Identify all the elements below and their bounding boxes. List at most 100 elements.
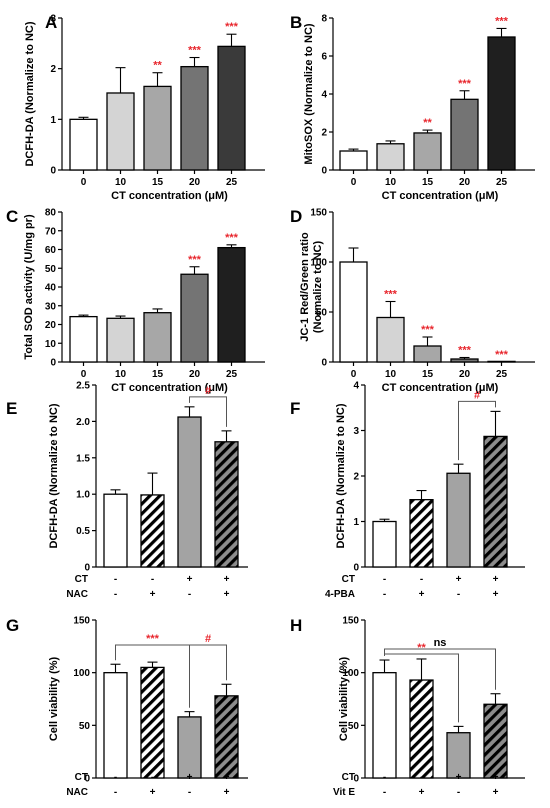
panel-e-treatment-sign: + (224, 574, 230, 585)
panel-c-bar (180, 273, 209, 363)
panel-e-treatment-name: NAC (66, 589, 88, 600)
panel-e-treatment-sign: + (187, 574, 193, 585)
panel-d-bar (450, 358, 479, 363)
panel-c-significance-mark: *** (225, 232, 239, 244)
panel-c-significance-mark: *** (188, 254, 202, 266)
panel-c-ylabel: Total SOD activity (U/mg pr) (23, 214, 35, 360)
panel-b-bar (376, 143, 405, 171)
panel-h-treatment-sign: + (419, 787, 425, 798)
panel-d-xtick-label: 10 (385, 369, 397, 380)
panel-h-ytick-label: 100 (342, 668, 359, 679)
panel-h-treatment-sign: + (493, 772, 499, 783)
panel-g-ytick-label: 150 (73, 616, 90, 627)
panel-h-treatment-sign: - (457, 787, 460, 798)
panel-c-ytick-label: 70 (45, 226, 57, 237)
panel-e-treatment-sign: + (150, 589, 156, 600)
panel-h-treatment-sign: - (420, 772, 423, 783)
panel-a-ytick-label: 2 (50, 64, 56, 75)
panel-g-bracket-label: # (205, 633, 211, 645)
panel-b-ytick-label: 4 (321, 90, 327, 101)
panel-f-treatment-sign: + (493, 574, 499, 585)
panel-e-ytick-label: 1.0 (76, 490, 90, 501)
panel-d-ytick-label: 0 (321, 358, 327, 369)
panel-h-ytick-label: 150 (342, 616, 359, 627)
panel-f-bar (372, 520, 397, 568)
panel-c-ytick-label: 0 (50, 358, 56, 369)
panel-a-xtick-label: 10 (115, 177, 127, 188)
panel-c-xtick-label: 10 (115, 369, 127, 380)
panel-c-bar (106, 317, 135, 363)
panel-e-treatment-sign: - (114, 589, 117, 600)
panel-d-bar (487, 360, 516, 363)
panel-b-ylabel: MitoSOX (Normalize to NC) (303, 23, 315, 165)
panel-f-ylabel: DCFH-DA (Normalize to NC) (335, 403, 347, 548)
panel-h-bracket-label: ns (434, 637, 447, 649)
panel-d-significance-mark: *** (495, 349, 509, 361)
panel-d-xtick-label: 15 (422, 369, 434, 380)
panel-g-treatment-name: CT (75, 772, 88, 783)
panel-d-ylabel: JC-1 Red/Green ratio (299, 232, 311, 342)
panel-c-ytick-label: 20 (45, 320, 57, 331)
panel-g-comparison-bracket (189, 644, 227, 708)
panel-e-ylabel: DCFH-DA (Normalize to NC) (48, 403, 60, 548)
panel-g-treatment-sign: - (188, 787, 191, 798)
panel-b-xtick-label: 10 (385, 177, 397, 188)
panel-c-xtick-label: 0 (81, 369, 87, 380)
panel-e-comparison-bracket (189, 396, 227, 427)
panel-f-ytick-label: 4 (353, 381, 359, 392)
panel-f-comparison-bracket (458, 400, 496, 461)
panel-c-xlabel: CT concentration (μM) (111, 382, 228, 394)
panel-h-bracket-label: ** (417, 642, 426, 654)
panel-d-xlabel: CT concentration (μM) (382, 382, 499, 394)
panel-d-ytick-label: 150 (310, 208, 327, 219)
panel-f-treatment-name: 4-PBA (325, 589, 355, 600)
panel-f-treatment-sign: + (493, 589, 499, 600)
panel-b-bar (339, 150, 368, 171)
panel-c-ytick-label: 50 (45, 264, 57, 275)
panel-g-treatment-sign: + (224, 772, 230, 783)
panel-c-ytick-label: 40 (45, 283, 57, 294)
panel-h-ylabel: Cell viability (%) (338, 656, 350, 741)
panel-d-ytick-label: 100 (310, 258, 327, 269)
panel-d-significance-mark: *** (458, 345, 472, 357)
panel-b-significance-mark: ** (423, 117, 432, 129)
panel-g-bar (103, 672, 128, 779)
panel-b-ytick-label: 8 (321, 14, 327, 25)
panel-h-treatment-sign: - (383, 787, 386, 798)
panel-c-ytick-label: 60 (45, 245, 57, 256)
panel-a-xtick-label: 20 (189, 177, 201, 188)
panel-d-bar (413, 345, 442, 363)
panel-d-ylabel-line2: (Normalize to NC) (312, 241, 324, 334)
panel-g-treatment-sign: - (114, 772, 117, 783)
panel-f-treatment-sign: - (383, 589, 386, 600)
panel-g-bar (177, 716, 202, 779)
panel-h-treatment-name: CT (342, 772, 355, 783)
panel-e-bar (214, 441, 239, 568)
panel-d-significance-mark: *** (384, 289, 398, 301)
panel-f-treatment-sign: - (383, 574, 386, 585)
panel-b-bar (450, 98, 479, 171)
panel-f-bracket-label: # (474, 389, 480, 401)
panel-f-bar (483, 435, 508, 568)
panel-h-comparison-bracket (384, 653, 459, 723)
panel-c-label: C (6, 207, 18, 226)
panel-e-ytick-label: 0 (84, 563, 90, 574)
panel-h-ytick-label: 0 (353, 774, 359, 785)
panel-h-treatment-name: Vit E (333, 787, 355, 798)
panel-a-label: A (45, 13, 57, 32)
panel-f-treatment-sign: + (419, 589, 425, 600)
panel-g-ytick-label: 0 (84, 774, 90, 785)
panel-e-ytick-label: 2.5 (76, 381, 90, 392)
panel-a-significance-mark: *** (225, 21, 239, 33)
panel-b-xtick-label: 20 (459, 177, 471, 188)
panel-e-treatment-name: CT (75, 574, 88, 585)
panel-a-xtick-label: 25 (226, 177, 238, 188)
panel-f-treatment-sign: - (457, 589, 460, 600)
panel-a-xtick-label: 0 (81, 177, 87, 188)
panel-e-bar (103, 493, 128, 568)
panel-a-xtick-label: 15 (152, 177, 164, 188)
panel-b-bar (413, 132, 442, 171)
panel-b-xtick-label: 0 (351, 177, 357, 188)
panel-e-bar (177, 416, 202, 568)
